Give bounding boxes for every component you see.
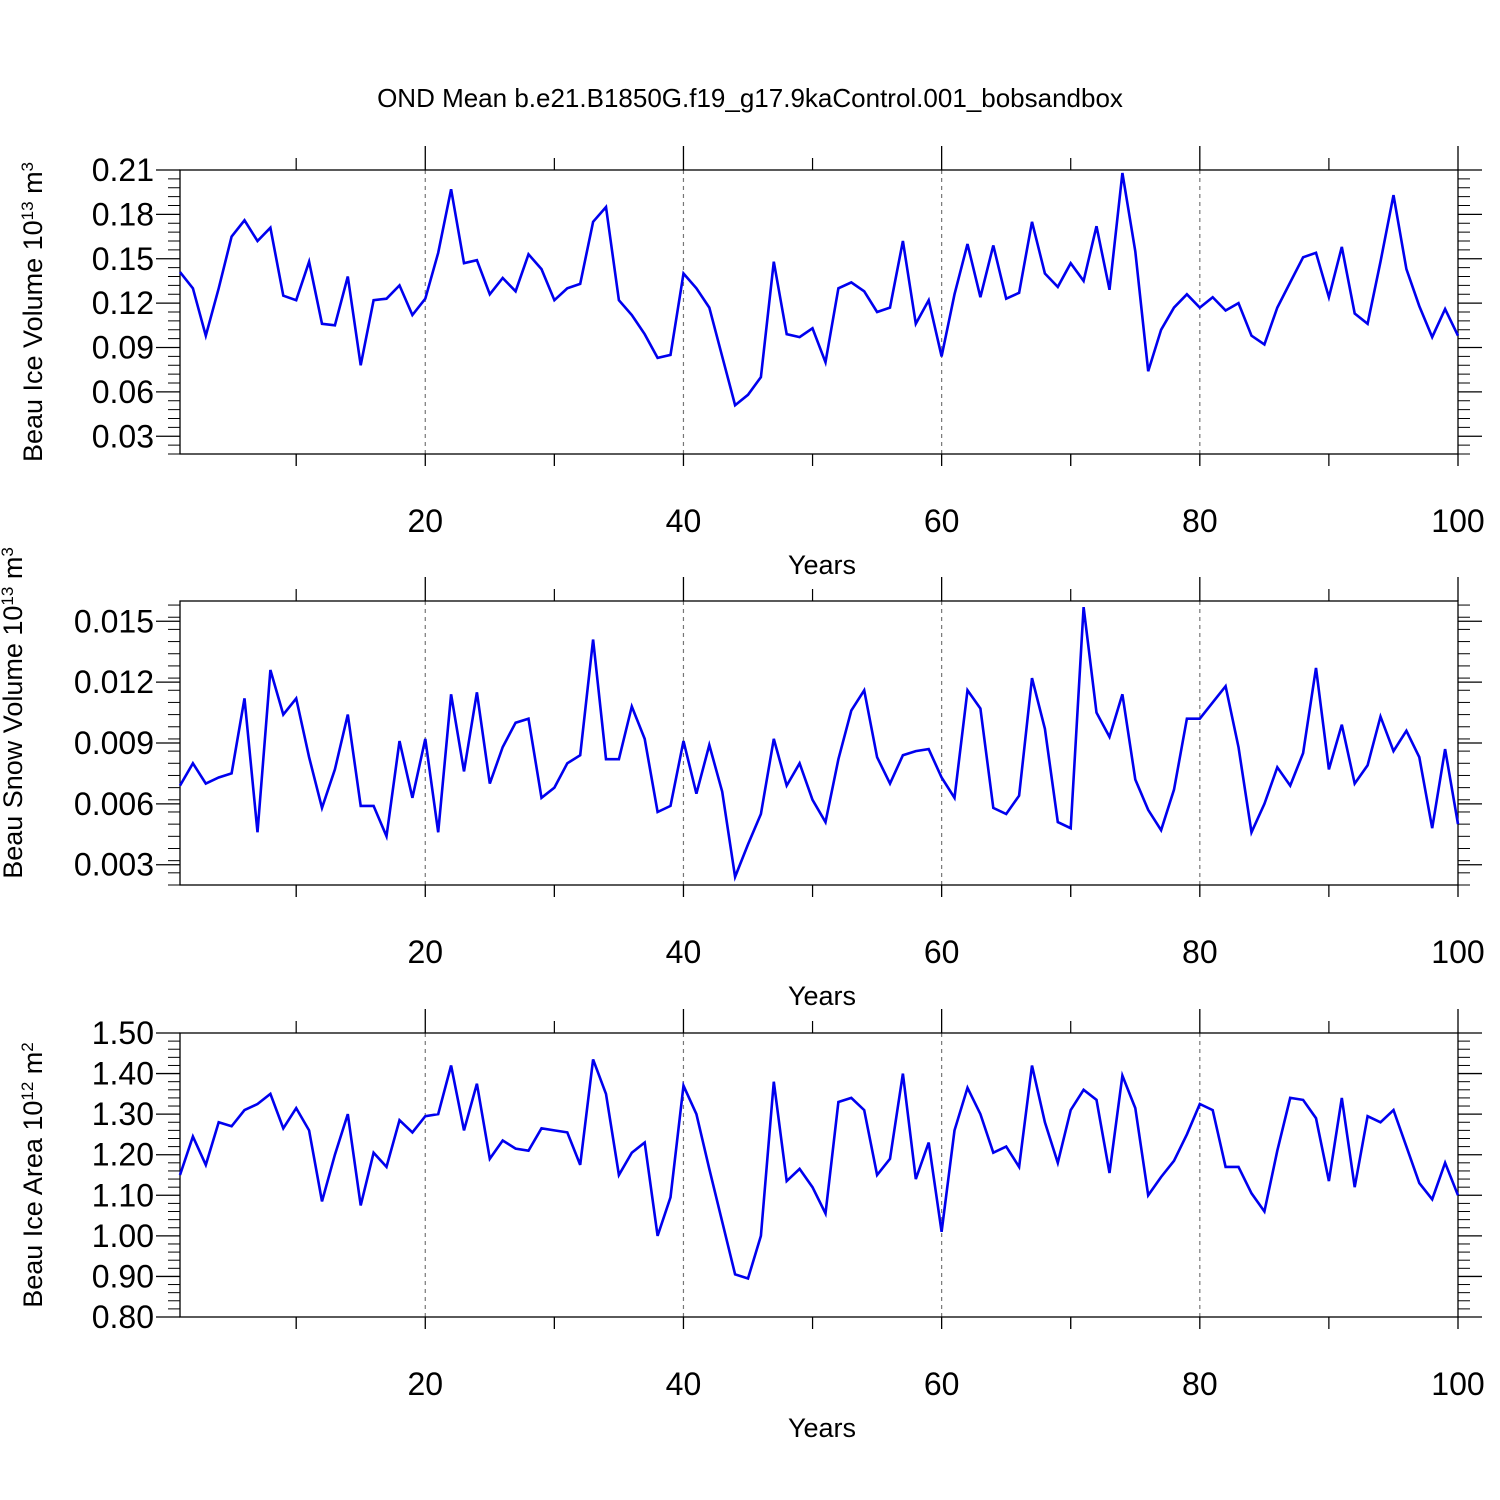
x-tick-label: 40 (666, 503, 702, 539)
series-line (178, 172, 1460, 408)
y-tick-label: 1.10 (92, 1177, 154, 1213)
y-tick-label: 0.06 (92, 374, 154, 410)
y-tick-label: 0.90 (92, 1258, 154, 1294)
panel-snow-volume: 0.003 0.006 0.009 0.012 0.015 20 40 60 80 100 Year… (0, 547, 1485, 1011)
y-tick-label: 1.30 (92, 1096, 154, 1132)
y-tick-label: 0.012 (74, 664, 154, 700)
x-axis-label: Years (788, 550, 856, 580)
panel-ice-volume: 0.03 0.06 0.09 0.12 0.15 0.18 0.21 20 40 60 80 100 Y… (18, 146, 1485, 580)
x-tick-label: 20 (407, 1366, 443, 1402)
x-tick-label: 20 (407, 503, 443, 539)
y-axis-label-superscript: 13 (0, 587, 17, 606)
y-tick-label: 0.09 (92, 330, 154, 366)
y-axis-label: Beau Ice Volume 1013 m3 (18, 162, 49, 462)
y-axis-label-superscript: 2 (18, 1042, 37, 1051)
panel-ice-area: 0.80 0.90 1.00 1.10 1.20 1.30 1.40 1.50 20 40 60 80… (18, 1009, 1485, 1443)
y-axis-label-superscript: 12 (18, 1082, 37, 1101)
y-tick-label: 1.20 (92, 1137, 154, 1173)
y-axis-label-part: m (0, 557, 28, 587)
figure-title: OND Mean b.e21.B1850G.f19_g17.9kaControl… (377, 83, 1123, 113)
y-axis-label-part: Beau Ice Volume 10 (18, 220, 48, 462)
y-tick-label: 0.15 (92, 241, 154, 277)
x-tick-label: 80 (1182, 503, 1218, 539)
x-tick-label: 20 (407, 934, 443, 970)
y-axis-label: Beau Snow Volume 1013 m3 (0, 547, 28, 879)
y-tick-label: 0.015 (74, 603, 154, 639)
y-tick-label: 0.003 (74, 847, 154, 883)
y-axis-label-superscript: 3 (18, 162, 37, 171)
series-line (178, 1058, 1460, 1281)
y-axis-label-part: Beau Snow Volume 10 (0, 606, 28, 879)
x-tick-label: 40 (666, 1366, 702, 1402)
y-axis-label-part: Beau Ice Area 10 (18, 1101, 48, 1308)
x-tick-label: 100 (1431, 934, 1484, 970)
y-tick-label: 0.009 (74, 725, 154, 761)
y-tick-label: 0.21 (92, 152, 154, 188)
y-axis-label-part: m (18, 1052, 48, 1082)
y-tick-label: 0.18 (92, 196, 154, 232)
x-tick-label: 40 (666, 934, 702, 970)
x-tick-label: 60 (924, 934, 960, 970)
y-axis-label-superscript: 13 (18, 201, 37, 220)
y-tick-label: 1.40 (92, 1056, 154, 1092)
x-tick-label: 100 (1431, 1366, 1484, 1402)
x-tick-label: 60 (924, 503, 960, 539)
y-tick-label: 1.50 (92, 1015, 154, 1051)
y-axis-label-superscript: 3 (0, 547, 17, 556)
x-tick-label: 80 (1182, 934, 1218, 970)
x-axis-label: Years (788, 981, 856, 1011)
y-axis-label-part: m (18, 171, 48, 201)
y-axis-label: Beau Ice Area 1012 m2 (18, 1042, 49, 1308)
x-tick-label: 100 (1431, 503, 1484, 539)
y-tick-label: 1.00 (92, 1218, 154, 1254)
series-line (178, 606, 1460, 882)
x-axis-label: Years (788, 1413, 856, 1443)
y-tick-label: 0.03 (92, 418, 154, 454)
y-tick-label: 0.12 (92, 285, 154, 321)
y-tick-label: 0.006 (74, 786, 154, 822)
x-tick-label: 60 (924, 1366, 960, 1402)
y-tick-label: 0.80 (92, 1299, 154, 1335)
x-tick-label: 80 (1182, 1366, 1218, 1402)
